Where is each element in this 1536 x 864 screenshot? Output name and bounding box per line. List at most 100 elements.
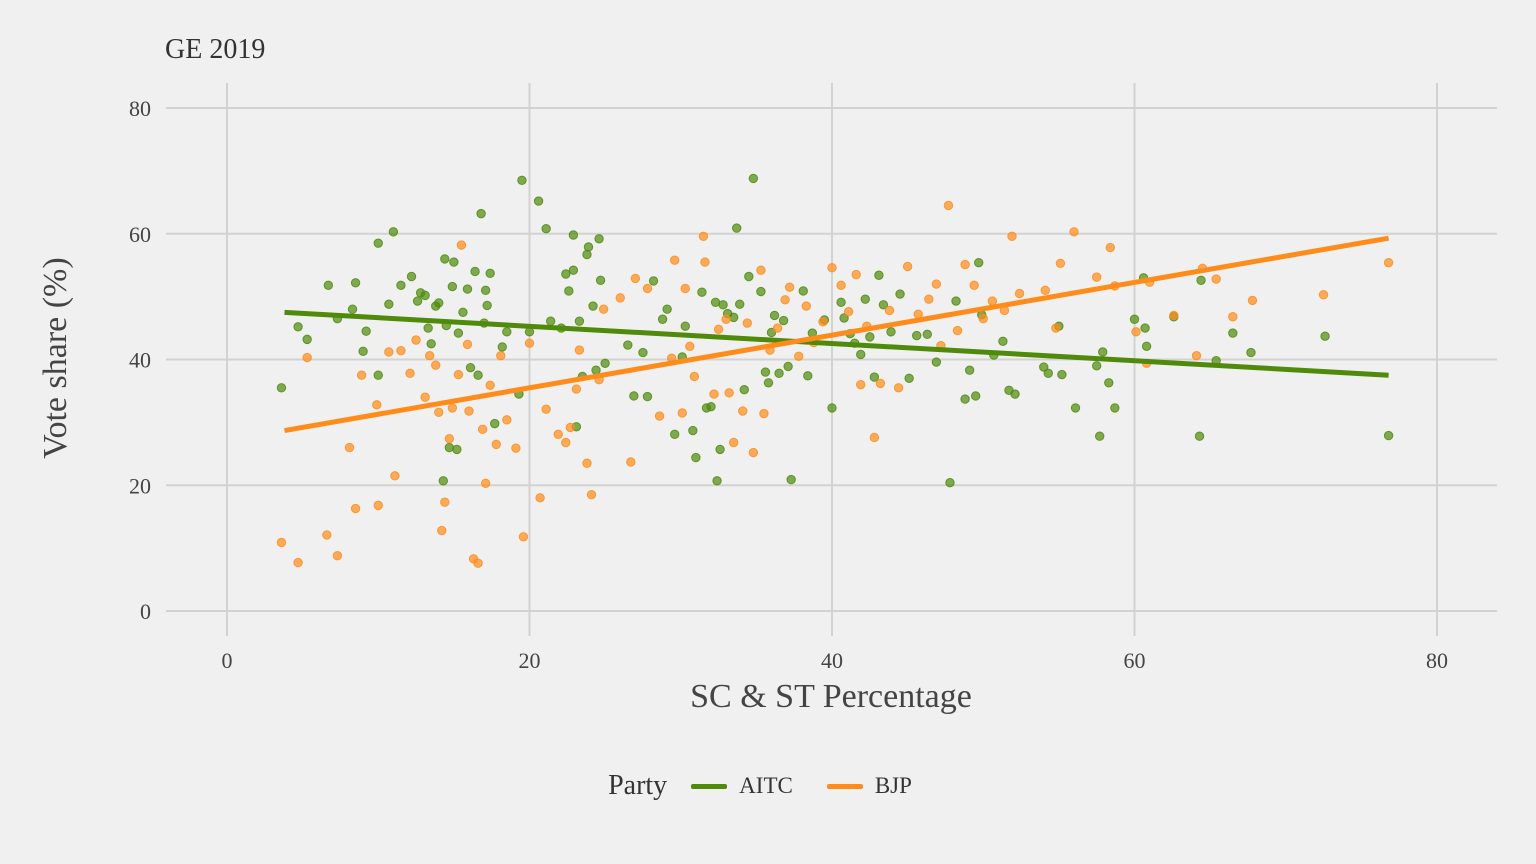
point-aitc [447,281,458,292]
point-aitc [945,478,955,488]
point-bjp [780,295,790,305]
point-bjp [931,279,942,289]
point-aitc [1129,314,1140,324]
point-aitc [732,223,742,233]
legend-item-aitc: AITC [691,773,793,799]
point-bjp [1228,312,1238,322]
point-aitc [276,383,287,393]
point-bjp [322,530,332,540]
point-aitc [798,286,808,296]
point-aitc [465,362,476,373]
point-bjp [893,383,904,393]
point-aitc [490,418,500,429]
point-bjp [969,280,979,291]
point-aitc [485,268,495,279]
point-aitc [361,326,371,336]
point-aitc [648,276,659,286]
point-aitc [1104,378,1114,388]
point-bjp [689,371,700,382]
point-aitc [473,370,483,380]
point-aitc [623,340,633,350]
point-aitc [595,275,606,285]
point-bjp [851,269,861,280]
point-aitc [426,339,436,349]
point-aitc [836,297,846,307]
y-tick-label: 0 [140,599,151,624]
point-aitc [449,257,459,267]
x-tick-label: 40 [821,648,843,673]
point-bjp [742,318,752,328]
point-bjp [524,338,535,348]
point-aitc [763,378,774,388]
point-aitc [904,373,914,384]
point-bjp [480,478,491,489]
point-bjp [332,550,343,561]
trend-line-bjp [284,235,1390,434]
point-aitc [476,208,486,219]
point-bjp [943,200,954,211]
legend-title: Party [608,770,668,801]
point-aitc [778,315,789,326]
point-aitc [568,230,579,240]
point-aitc [458,307,468,318]
point-aitc [874,270,884,280]
point-aitc [691,452,701,463]
x-tick-label: 80 [1426,648,1448,673]
point-aitc [680,321,690,331]
point-bjp [574,345,585,355]
grid-lines [166,83,1497,636]
point-aitc [638,347,648,358]
point-bjp [978,313,988,324]
point-aitc [1095,431,1105,441]
point-aitc [583,242,594,252]
point-bjp [405,368,415,379]
axis-ticks: 0 20 40 60 80 0 20 40 60 80 [129,96,1448,673]
point-aitc [739,384,749,395]
point-aitc [373,238,383,248]
chart-title: GE 2019 [165,34,266,65]
point-aitc [434,298,444,308]
point-bjp [586,489,597,500]
point-aitc [688,425,698,436]
point-aitc [1039,362,1049,372]
trend-line-aitc [284,309,1389,378]
point-aitc [718,300,728,310]
point-bjp [772,323,783,333]
point-bjp [869,432,880,443]
point-aitc [964,365,975,375]
point-bjp [420,392,430,402]
point-aitc [670,429,680,440]
point-bjp [1051,323,1061,333]
point-aitc [1043,368,1053,379]
point-aitc [358,346,368,357]
point-aitc [406,271,417,282]
point-bjp [1211,274,1221,284]
x-tick-label: 20 [519,648,541,673]
point-aitc [1196,275,1206,285]
point-bjp [293,557,303,568]
point-bjp [502,415,512,425]
point-bjp [396,345,406,356]
point-bjp [565,422,576,433]
point-aitc [1070,403,1081,413]
point-aitc [423,323,433,333]
point-bjp [818,317,828,327]
point-bjp [453,369,464,380]
point-bjp [456,240,467,250]
point-bjp [680,283,690,294]
point-aitc [1141,341,1152,351]
point-aitc [869,372,880,382]
point-bjp [553,429,563,440]
point-aitc [438,476,448,486]
point-aitc [912,330,922,341]
point-aitc [350,278,361,288]
point-aitc [600,358,610,368]
point-bjp [444,434,455,444]
point-bjp [987,296,998,306]
point-aitc [533,196,544,206]
point-bjp [411,335,421,345]
point-bjp [827,263,837,273]
point-aitc [591,365,601,375]
point-bjp [1007,231,1017,241]
point-aitc [1320,331,1330,341]
